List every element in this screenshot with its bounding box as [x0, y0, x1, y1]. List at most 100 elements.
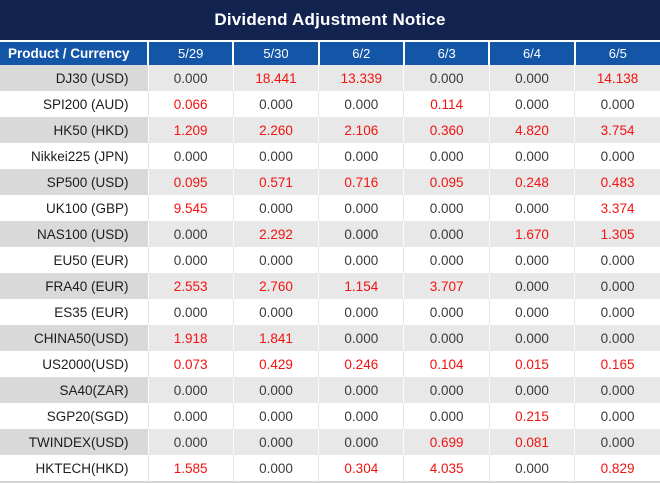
- value-cell: 0.073: [147, 351, 234, 377]
- value-cell: 0.114: [403, 91, 490, 117]
- value-cell: 1.154: [318, 273, 404, 299]
- product-cell: SP500 (USD): [0, 169, 148, 195]
- value-cell: 0.571: [232, 169, 319, 195]
- value-cell: 0.000: [488, 299, 575, 325]
- table-row: US2000(USD) 0.073 0.429 0.246 0.104 0.015 0.16…: [0, 351, 660, 377]
- value-cell: 2.260: [232, 117, 319, 143]
- product-cell: TWINDEX(USD): [0, 429, 148, 455]
- value-cell: 0.000: [147, 403, 234, 429]
- value-cell: 0.716: [318, 169, 404, 195]
- value-cell: 3.374: [574, 195, 660, 221]
- product-cell: US2000(USD): [0, 351, 148, 377]
- product-cell: EU50 (EUR): [0, 247, 148, 273]
- value-cell: 0.000: [318, 377, 404, 403]
- value-cell: 0.000: [488, 143, 575, 169]
- table-row: UK100 (GBP) 9.545 0.000 0.000 0.000 0.000 3.37…: [0, 195, 660, 221]
- value-cell: 0.000: [232, 299, 319, 325]
- value-cell: 0.000: [232, 247, 319, 273]
- value-cell: 0.000: [147, 377, 234, 403]
- table-row: SA40(ZAR) 0.000 0.000 0.000 0.000 0.000 0.000: [0, 377, 660, 403]
- value-cell: 0.000: [574, 325, 660, 351]
- product-cell: HKTECH(HKD): [0, 455, 148, 481]
- value-cell: 0.000: [488, 273, 575, 299]
- value-cell: 0.000: [574, 247, 660, 273]
- table-row: CHINA50(USD) 1.918 1.841 0.000 0.000 0.000 0.0…: [0, 325, 660, 351]
- value-cell: 0.000: [232, 429, 319, 455]
- value-cell: 0.000: [488, 65, 575, 91]
- value-cell: 0.000: [488, 325, 575, 351]
- product-cell: Nikkei225 (JPN): [0, 143, 148, 169]
- value-cell: 0.095: [403, 169, 490, 195]
- product-cell: UK100 (GBP): [0, 195, 148, 221]
- value-cell: 0.000: [232, 91, 319, 117]
- table-body: DJ30 (USD) 0.000 18.441 13.339 0.000 0.000 14.…: [0, 65, 660, 481]
- value-cell: 0.000: [318, 195, 404, 221]
- value-cell: 0.000: [318, 429, 404, 455]
- value-cell: 0.000: [403, 247, 490, 273]
- value-cell: 0.000: [403, 403, 490, 429]
- table-row: EU50 (EUR) 0.000 0.000 0.000 0.000 0.000 0.000: [0, 247, 660, 273]
- value-cell: 0.000: [232, 143, 319, 169]
- table-row: NAS100 (USD) 0.000 2.292 0.000 0.000 1.670 1.3…: [0, 221, 660, 247]
- value-cell: 0.000: [318, 247, 404, 273]
- column-header-date: 6/2: [317, 42, 404, 65]
- value-cell: 9.545: [147, 195, 234, 221]
- value-cell: 0.215: [488, 403, 575, 429]
- value-cell: 0.000: [403, 195, 490, 221]
- value-cell: 0.000: [488, 195, 575, 221]
- value-cell: 0.000: [574, 429, 660, 455]
- table-row: SGP20(SGD) 0.000 0.000 0.000 0.000 0.215 0.000: [0, 403, 660, 429]
- value-cell: 0.000: [318, 299, 404, 325]
- value-cell: 0.000: [488, 377, 575, 403]
- value-cell: 0.000: [147, 299, 234, 325]
- value-cell: 2.106: [318, 117, 404, 143]
- value-cell: 1.305: [574, 221, 660, 247]
- value-cell: 0.000: [147, 143, 234, 169]
- table-row: SPI200 (AUD) 0.066 0.000 0.000 0.114 0.000 0.0…: [0, 91, 660, 117]
- value-cell: 0.000: [232, 195, 319, 221]
- value-cell: 0.000: [318, 403, 404, 429]
- table-row: TWINDEX(USD) 0.000 0.000 0.000 0.699 0.081 0.0…: [0, 429, 660, 455]
- value-cell: 1.918: [147, 325, 234, 351]
- column-header-date: 6/5: [573, 42, 660, 65]
- value-cell: 0.429: [232, 351, 319, 377]
- value-cell: 0.246: [318, 351, 404, 377]
- table-row: HK50 (HKD) 1.209 2.260 2.106 0.360 4.820 3.754: [0, 117, 660, 143]
- value-cell: 0.000: [403, 377, 490, 403]
- column-header-date: 5/29: [146, 42, 234, 65]
- value-cell: 2.553: [147, 273, 234, 299]
- value-cell: 0.699: [403, 429, 490, 455]
- page-title: Dividend Adjustment Notice: [214, 10, 446, 29]
- table-row: DJ30 (USD) 0.000 18.441 13.339 0.000 0.000 14.…: [0, 65, 660, 91]
- value-cell: 0.000: [232, 403, 319, 429]
- value-cell: 14.138: [574, 65, 660, 91]
- table-row: ES35 (EUR) 0.000 0.000 0.000 0.000 0.000 0.000: [0, 299, 660, 325]
- value-cell: 0.000: [147, 247, 234, 273]
- value-cell: 0.000: [232, 377, 319, 403]
- value-cell: 0.000: [318, 325, 404, 351]
- value-cell: 0.000: [574, 403, 660, 429]
- column-header-date: 5/30: [232, 42, 319, 65]
- value-cell: 0.000: [574, 143, 660, 169]
- value-cell: 4.035: [403, 455, 490, 481]
- value-cell: 0.000: [403, 299, 490, 325]
- value-cell: 1.585: [147, 455, 234, 481]
- value-cell: 3.754: [574, 117, 660, 143]
- table-header-row: Product / Currency 5/29 5/30 6/2 6/3 6/4 6/5: [0, 42, 660, 65]
- value-cell: 4.820: [488, 117, 575, 143]
- value-cell: 0.000: [147, 65, 234, 91]
- value-cell: 0.000: [147, 221, 234, 247]
- value-cell: 0.000: [574, 299, 660, 325]
- product-cell: FRA40 (EUR): [0, 273, 148, 299]
- product-cell: NAS100 (USD): [0, 221, 148, 247]
- value-cell: 18.441: [232, 65, 319, 91]
- value-cell: 1.209: [147, 117, 234, 143]
- value-cell: 0.000: [574, 273, 660, 299]
- column-header-date: 6/4: [488, 42, 575, 65]
- product-cell: ES35 (EUR): [0, 299, 148, 325]
- value-cell: 0.000: [488, 455, 575, 481]
- value-cell: 0.000: [318, 91, 404, 117]
- value-cell: 1.841: [232, 325, 319, 351]
- value-cell: 0.829: [574, 455, 660, 481]
